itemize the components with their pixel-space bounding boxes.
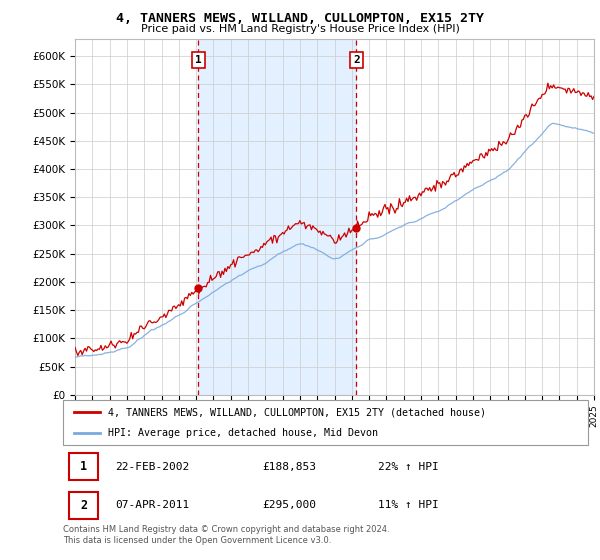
Text: 4, TANNERS MEWS, WILLAND, CULLOMPTON, EX15 2TY: 4, TANNERS MEWS, WILLAND, CULLOMPTON, EX… — [116, 12, 484, 25]
Text: HPI: Average price, detached house, Mid Devon: HPI: Average price, detached house, Mid … — [107, 428, 377, 438]
Text: 2: 2 — [353, 55, 360, 65]
Text: 22-FEB-2002: 22-FEB-2002 — [115, 462, 190, 472]
Text: 1: 1 — [80, 460, 88, 473]
Text: 22% ↑ HPI: 22% ↑ HPI — [378, 462, 439, 472]
Bar — [70, 453, 98, 480]
Text: £188,853: £188,853 — [263, 462, 317, 472]
Bar — [199, 39, 356, 395]
Bar — [70, 492, 98, 519]
Text: Contains HM Land Registry data © Crown copyright and database right 2024.
This d: Contains HM Land Registry data © Crown c… — [63, 525, 389, 545]
Text: 1: 1 — [195, 55, 202, 65]
Text: 4, TANNERS MEWS, WILLAND, CULLOMPTON, EX15 2TY (detached house): 4, TANNERS MEWS, WILLAND, CULLOMPTON, EX… — [107, 408, 485, 418]
Text: 2: 2 — [80, 499, 88, 512]
Text: 11% ↑ HPI: 11% ↑ HPI — [378, 501, 439, 510]
Text: Price paid vs. HM Land Registry's House Price Index (HPI): Price paid vs. HM Land Registry's House … — [140, 24, 460, 34]
Text: £295,000: £295,000 — [263, 501, 317, 510]
Text: 07-APR-2011: 07-APR-2011 — [115, 501, 190, 510]
